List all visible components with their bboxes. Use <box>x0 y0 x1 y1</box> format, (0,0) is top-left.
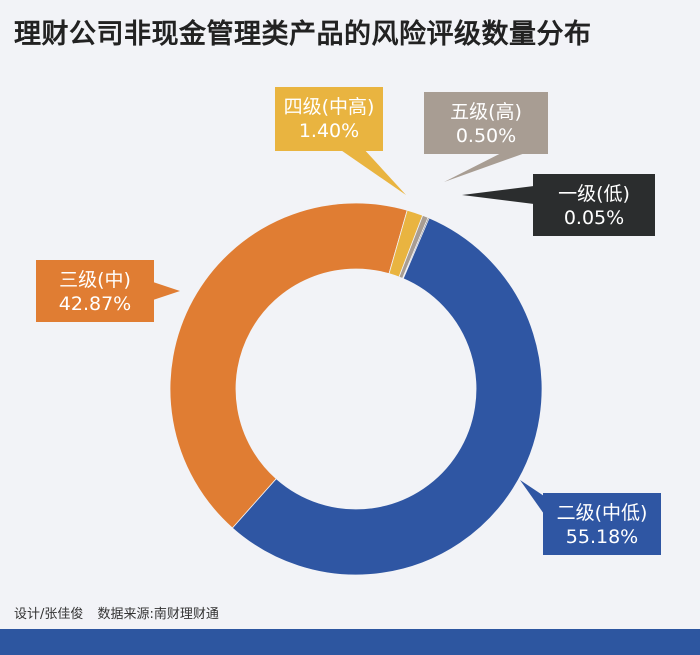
callout-pointer-3 <box>340 150 406 195</box>
callout-box-2 <box>36 260 154 322</box>
slice-label-1: 二级(中低) <box>557 502 648 524</box>
slice-value-3: 1.40% <box>299 120 359 142</box>
slice-value-5: 0.05% <box>564 207 624 229</box>
slice-value-4: 0.50% <box>456 125 516 147</box>
callout-pointer-1 <box>520 480 544 514</box>
callout-pointer-5 <box>462 186 534 204</box>
slice-label-2: 三级(中) <box>59 269 131 291</box>
callout-2: 三级(中)42.87% <box>36 260 180 322</box>
donut-slice-2 <box>169 202 408 529</box>
donut-slice-1 <box>231 217 543 576</box>
callout-4: 五级(高)0.50% <box>424 92 548 182</box>
bottom-bar <box>0 629 700 655</box>
data-source: 数据来源:南财理财通 <box>97 607 219 622</box>
callout-pointer-4 <box>444 153 526 182</box>
slice-label-3: 四级(中高) <box>284 96 375 118</box>
callout-pointer-2 <box>153 282 180 300</box>
callout-box-3 <box>275 87 383 151</box>
callout-3: 四级(中高)1.40% <box>275 87 406 195</box>
callout-box-4 <box>424 92 548 154</box>
callout-5: 一级(低)0.05% <box>462 174 655 236</box>
callout-box-1 <box>543 493 661 555</box>
donut-slice-5 <box>402 217 430 280</box>
slice-value-2: 42.87% <box>59 293 131 315</box>
designer-credit: 设计/张佳俊 <box>14 607 84 622</box>
slice-label-5: 一级(低) <box>558 183 630 205</box>
callout-box-5 <box>533 174 655 236</box>
chart-title: 理财公司非现金管理类产品的风险评级数量分布 <box>14 19 592 50</box>
credit-line: 设计/张佳俊 数据来源:南财理财通 <box>14 603 229 622</box>
slice-label-4: 五级(高) <box>450 101 522 123</box>
callout-1: 二级(中低)55.18% <box>520 480 661 555</box>
slice-value-1: 55.18% <box>566 526 638 548</box>
